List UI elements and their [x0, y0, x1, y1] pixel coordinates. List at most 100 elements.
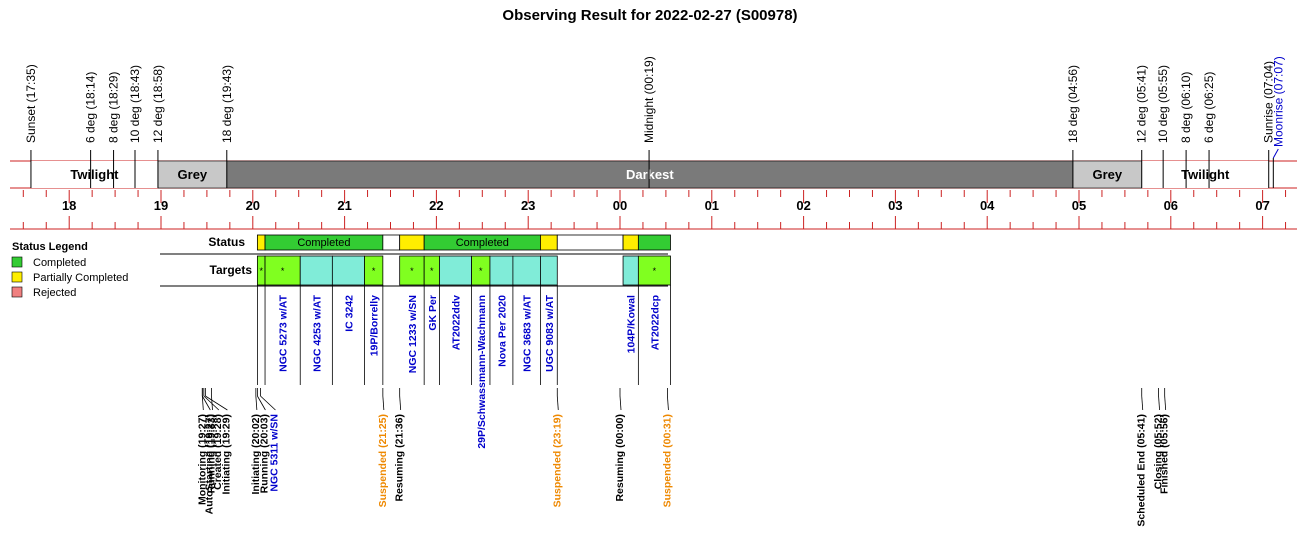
target-block: [622, 255, 639, 286]
target-name-label: NGC 4253 w/AT: [311, 294, 323, 371]
sky-marker-label: 6 deg (06:25): [1202, 72, 1216, 143]
target-star-mark: *: [372, 266, 376, 276]
event-label: Initiating (20:02): [250, 414, 262, 495]
status-segment: [382, 234, 401, 251]
target-name-label: UGC 9083 w/AT: [544, 294, 556, 371]
axis-tick-label: 21: [337, 198, 351, 213]
event-label: Suspended (23:19): [551, 414, 563, 507]
event-label: Initiating (19:29): [220, 414, 232, 495]
event-connector: [619, 395, 622, 411]
event-connector: [382, 395, 385, 411]
sky-band-grey: [157, 160, 228, 189]
moonrise-connector: [1272, 148, 1279, 159]
target-block: [364, 255, 384, 286]
event-connector: [201, 395, 204, 411]
status-segment: [399, 234, 425, 251]
event-connector: [667, 395, 669, 411]
event-connector: [201, 395, 211, 411]
sky-marker-label: Sunrise (07:04): [1262, 61, 1276, 143]
event-label: Created (19:28): [212, 414, 224, 490]
target-star-mark: *: [430, 266, 434, 276]
status-legend: Status Legend Completed Partially Complet…: [11, 241, 128, 299]
event-connector: [205, 395, 228, 411]
event-label: Finished (05:56): [1159, 414, 1171, 494]
target-name-label: IC 3242: [343, 295, 355, 332]
event-label: Resuming (21:36): [394, 414, 406, 502]
event-connector: [399, 395, 402, 411]
legend-item-label: Completed: [33, 257, 86, 269]
target-block: [489, 255, 514, 286]
event-label: Suspended (21:25): [377, 414, 389, 507]
target-block: [264, 255, 301, 286]
axis-tick-label: 22: [429, 198, 443, 213]
sky-marker-label: 8 deg (06:10): [1179, 72, 1193, 143]
event-connector: [203, 395, 220, 411]
status-segment: [256, 234, 266, 251]
event-connector: [255, 395, 258, 411]
target-block: [512, 255, 541, 286]
event-connector: [260, 395, 276, 411]
event-label: Running (20:03): [258, 414, 270, 493]
chart-title: Observing Result for 2022-02-27 (S00978): [502, 7, 797, 24]
sky-band-label: Grey: [1092, 167, 1122, 182]
legend-swatch: [11, 271, 23, 283]
sky-band-grey: [1072, 160, 1143, 189]
sky-marker-label: 8 deg (18:29): [107, 72, 121, 143]
target-name-label: NGC 3683 w/AT: [522, 294, 534, 371]
target-name-label: AT2022ddv: [451, 295, 463, 350]
sky-marker-label: 18 deg (04:56): [1066, 65, 1080, 143]
sky-marker-label: Moonrise (07:07): [1271, 56, 1285, 147]
axis-tick-label: 06: [1164, 198, 1178, 213]
status-segment: [637, 234, 671, 251]
sky-marker-label: 10 deg (05:55): [1156, 65, 1170, 143]
legend-item-label: Partially Completed: [33, 272, 128, 284]
status-row-label: Status: [208, 235, 245, 249]
sky-band-label: Darkest: [626, 167, 674, 182]
target-name-label: GK Per: [427, 295, 439, 331]
targets-row-label: Targets: [210, 263, 253, 277]
event-label: Resuming (00:00): [614, 414, 626, 502]
event-connector: [211, 395, 213, 411]
sky-marker-label: 12 deg (05:41): [1135, 65, 1149, 143]
event-connector: [556, 395, 559, 411]
status-segment: [622, 234, 639, 251]
event-connector: [1164, 395, 1167, 411]
legend-item-label: Rejected: [33, 287, 76, 299]
target-block: [439, 255, 472, 286]
target-block: [540, 255, 558, 286]
axis-tick-label: 18: [62, 198, 76, 213]
legend-swatch: [11, 256, 23, 268]
status-segment: [540, 234, 558, 251]
sky-marker-label: Midnight (00:19): [642, 56, 656, 143]
target-block: [637, 255, 671, 286]
sky-band-label: Grey: [178, 167, 208, 182]
status-segment-label: Completed: [297, 237, 350, 249]
axis-tick-label: 07: [1255, 198, 1269, 213]
axis-tick-label: 03: [888, 198, 902, 213]
target-block: [331, 255, 365, 286]
target-name-label: 29P/Schwassmann-Wachmann: [476, 295, 488, 449]
legend-swatch: [11, 286, 23, 298]
sky-marker-label: Sunset (17:35): [24, 64, 38, 143]
event-connector: [257, 395, 266, 411]
axis-tick-label: 00: [613, 198, 627, 213]
target-name-label: NGC 5273 w/AT: [278, 294, 290, 371]
event-label: Running (19:33): [205, 414, 217, 493]
axis-tick-label: 05: [1072, 198, 1086, 213]
target-name-label: 19P/Borrelly: [369, 295, 381, 356]
event-label: Suspended (00:31): [661, 414, 673, 507]
sky-marker-label: 10 deg (18:43): [128, 65, 142, 143]
target-name-label: 104P/Kowal: [626, 295, 638, 353]
event-label: NGC 5311 w/SN: [268, 414, 280, 492]
target-star-mark: *: [281, 266, 285, 276]
target-star-mark: *: [653, 266, 657, 276]
target-name-label: AT2022dcp: [649, 295, 661, 350]
event-connector: [1141, 395, 1144, 411]
sky-band-label: Twilight: [70, 167, 119, 182]
target-star-mark: *: [410, 266, 414, 276]
axis-tick-label: 20: [246, 198, 260, 213]
status-segment: [556, 234, 624, 251]
sky-marker-label: 18 deg (19:43): [220, 65, 234, 143]
status-segment-label: Completed: [456, 237, 509, 249]
